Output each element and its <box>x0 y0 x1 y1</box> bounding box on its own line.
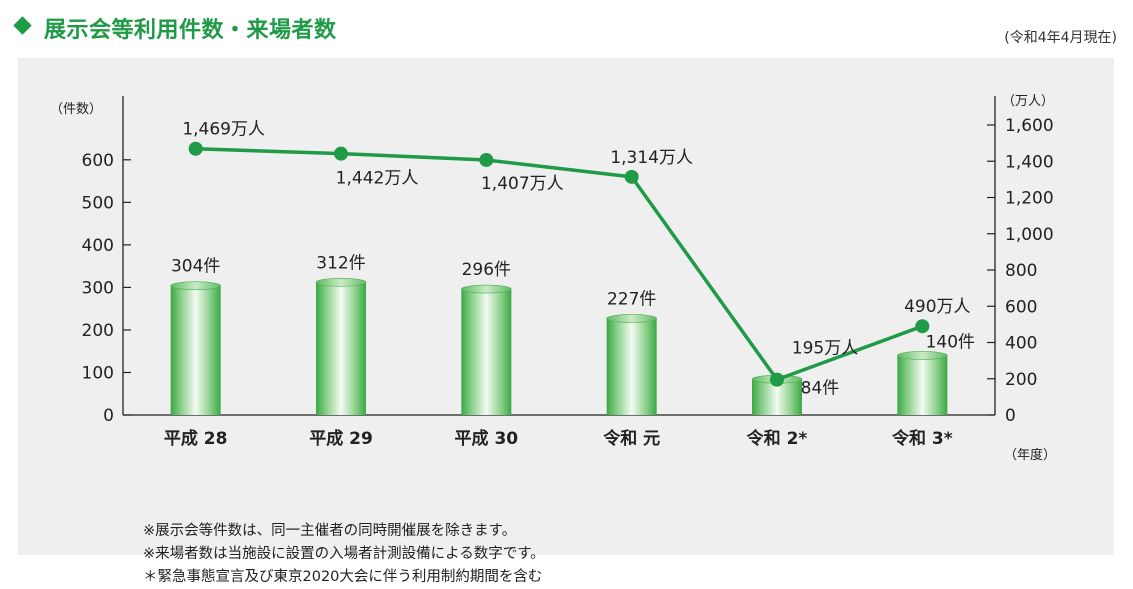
axes-layer: 0 100 200 300 400 500 600 0 200 400 600 800 1,000 1,2… <box>50 94 1056 463</box>
note-1: ※展示会等件数は、同一主催者の同時開催展を除きます。 <box>143 523 517 539</box>
x-tick-label: 平成 28 <box>164 428 228 449</box>
bar-value-label: 227件 <box>607 289 656 309</box>
right-axis-unit: （万人） <box>1002 94 1054 109</box>
note-3: ＊緊急事態宣言及び東京2020大会に伴う利用制約期間を含む <box>143 569 543 585</box>
left-tick-label: 200 <box>82 321 114 341</box>
x-tick-label: 令和 3* <box>892 428 953 449</box>
left-tick-label: 0 <box>103 406 114 426</box>
left-tick-label: 300 <box>82 278 114 298</box>
notes: ※展示会等件数は、同一主催者の同時開催展を除きます。 ※来場者数は当施設に設置の… <box>143 520 545 589</box>
right-tick-label: 1,200 <box>1005 189 1054 209</box>
x-axis-unit: （年度） <box>1004 447 1056 463</box>
bar <box>170 285 221 415</box>
labels-layer: 304件 312件 296件 227件 84件 140件 1,469万人 1,442万人 1,4… <box>171 120 975 399</box>
bar-top <box>606 314 657 323</box>
chart-title: 展示会等利用件数・来場者数 <box>44 18 337 43</box>
line-point <box>479 152 494 167</box>
bar-top <box>170 281 221 290</box>
line-point <box>915 319 930 334</box>
x-tick-label: 令和 2* <box>747 428 808 449</box>
bar-value-label: 304件 <box>171 257 220 277</box>
x-tick-label: 平成 30 <box>455 428 519 449</box>
bar-value-label: 296件 <box>462 260 511 280</box>
bar-value-label: 140件 <box>926 332 975 352</box>
right-tick-label: 800 <box>1005 261 1037 281</box>
bar-top <box>461 284 512 294</box>
left-tick-label: 100 <box>82 363 114 383</box>
bar-top <box>897 351 948 360</box>
line-series-path <box>195 146 923 382</box>
line-value-label: 195万人 <box>792 339 858 359</box>
line-point <box>770 372 784 387</box>
as-of-date: (令和4年4月現在) <box>1004 30 1117 46</box>
right-tick-label: 1,600 <box>1005 116 1054 136</box>
right-tick-label: 1,000 <box>1005 225 1054 245</box>
diamond-bullet-icon <box>13 16 32 35</box>
right-tick-label: 200 <box>1005 370 1037 390</box>
chart-panel: 0 100 200 300 400 500 600 0 200 400 600 800 1,000 1,2… <box>18 58 1114 585</box>
bar <box>897 355 948 415</box>
line-value-label: 1,314万人 <box>610 148 693 168</box>
bar-value-label: 84件 <box>801 378 840 398</box>
left-tick-label: 500 <box>82 193 114 213</box>
right-tick-label: 400 <box>1005 334 1037 354</box>
combo-chart: 0 100 200 300 400 500 600 0 200 400 600 800 1,000 1,2… <box>50 94 1056 463</box>
line-point <box>624 169 639 184</box>
right-tick-label: 0 <box>1005 406 1016 426</box>
bars-layer <box>170 277 948 415</box>
note-2: ※来場者数は当施設に設置の入場者計測設備による数字です。 <box>143 546 545 562</box>
line-value-label: 490万人 <box>904 297 970 317</box>
title-row: 展示会等利用件数・来場者数 (令和4年4月現在) <box>12 10 1123 46</box>
x-tick-label: 平成 29 <box>309 428 373 449</box>
x-tick-label: 令和 元 <box>603 428 660 449</box>
bar <box>316 282 366 415</box>
right-tick-label: 600 <box>1005 297 1037 317</box>
bar-value-label: 312件 <box>316 253 365 273</box>
line-point <box>334 146 348 161</box>
line-value-label: 1,469万人 <box>182 120 265 140</box>
bar-top <box>315 277 367 287</box>
left-tick-label: 400 <box>82 236 114 256</box>
left-tick-label: 600 <box>82 151 114 171</box>
line-value-label: 1,407万人 <box>481 174 564 194</box>
bar <box>461 289 512 415</box>
line-layer <box>188 141 930 387</box>
left-axis-unit: （件数） <box>50 102 102 117</box>
right-tick-label: 1,400 <box>1005 152 1054 172</box>
bar <box>606 318 657 415</box>
line-value-label: 1,442万人 <box>336 169 419 189</box>
line-point <box>188 141 203 156</box>
